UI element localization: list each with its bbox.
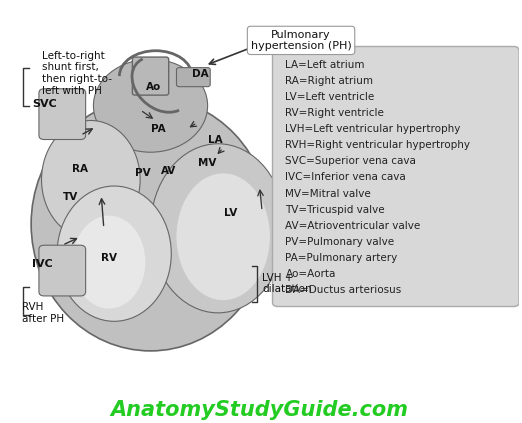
Text: LV=Left ventricle: LV=Left ventricle — [286, 92, 375, 102]
Text: RVH
after PH: RVH after PH — [22, 302, 64, 324]
Ellipse shape — [31, 97, 270, 351]
Text: RA=Right atrium: RA=Right atrium — [286, 76, 373, 86]
Text: AnatomyStudyGuide.com: AnatomyStudyGuide.com — [111, 400, 409, 420]
Text: LVH=Left ventricular hypertrophy: LVH=Left ventricular hypertrophy — [286, 124, 461, 134]
Text: AV=Atrioventricular valve: AV=Atrioventricular valve — [286, 221, 421, 231]
Text: LA=Left atrium: LA=Left atrium — [286, 60, 365, 70]
Text: PA=Pulmonary artery: PA=Pulmonary artery — [286, 253, 398, 263]
Ellipse shape — [57, 186, 171, 321]
Text: MV=Mitral valve: MV=Mitral valve — [286, 189, 371, 198]
Text: DA=Ductus arteriosus: DA=Ductus arteriosus — [286, 285, 402, 295]
Text: MV: MV — [198, 158, 217, 168]
Ellipse shape — [73, 216, 145, 309]
Ellipse shape — [93, 59, 208, 152]
Text: IVC=Inferior vena cava: IVC=Inferior vena cava — [286, 173, 406, 182]
Text: Pulmonary
hypertension (PH): Pulmonary hypertension (PH) — [251, 30, 351, 51]
Text: LA: LA — [208, 135, 223, 145]
Text: PV=Pulmonary valve: PV=Pulmonary valve — [286, 237, 395, 247]
FancyBboxPatch shape — [39, 89, 86, 140]
Text: AV: AV — [161, 166, 176, 176]
Text: Ao: Ao — [146, 82, 161, 92]
Text: Left-to-right
shunt first,
then right-to-
left with PH: Left-to-right shunt first, then right-to… — [42, 51, 112, 96]
Text: PV: PV — [135, 168, 150, 179]
Text: RV=Right ventricle: RV=Right ventricle — [286, 108, 384, 118]
Text: SVC: SVC — [32, 99, 57, 109]
FancyBboxPatch shape — [39, 245, 86, 296]
FancyBboxPatch shape — [133, 57, 169, 95]
Ellipse shape — [176, 173, 270, 300]
Text: LVH +
dilatation: LVH + dilatation — [262, 273, 312, 294]
Text: PA: PA — [151, 124, 165, 134]
Text: LV: LV — [224, 209, 238, 219]
Ellipse shape — [42, 121, 140, 239]
FancyBboxPatch shape — [272, 47, 519, 307]
Text: SVC=Superior vena cava: SVC=Superior vena cava — [286, 157, 417, 166]
Text: DA: DA — [192, 69, 208, 79]
Text: TV=Tricuspid valve: TV=Tricuspid valve — [286, 205, 385, 214]
FancyBboxPatch shape — [176, 68, 210, 87]
Text: RV: RV — [101, 253, 117, 263]
Text: Ao=Aorta: Ao=Aorta — [286, 269, 336, 279]
Text: RVH=Right ventricular hypertrophy: RVH=Right ventricular hypertrophy — [286, 140, 470, 150]
Text: TV: TV — [63, 192, 78, 202]
Ellipse shape — [150, 144, 286, 313]
Text: IVC: IVC — [32, 259, 53, 269]
Text: RA: RA — [73, 164, 88, 174]
